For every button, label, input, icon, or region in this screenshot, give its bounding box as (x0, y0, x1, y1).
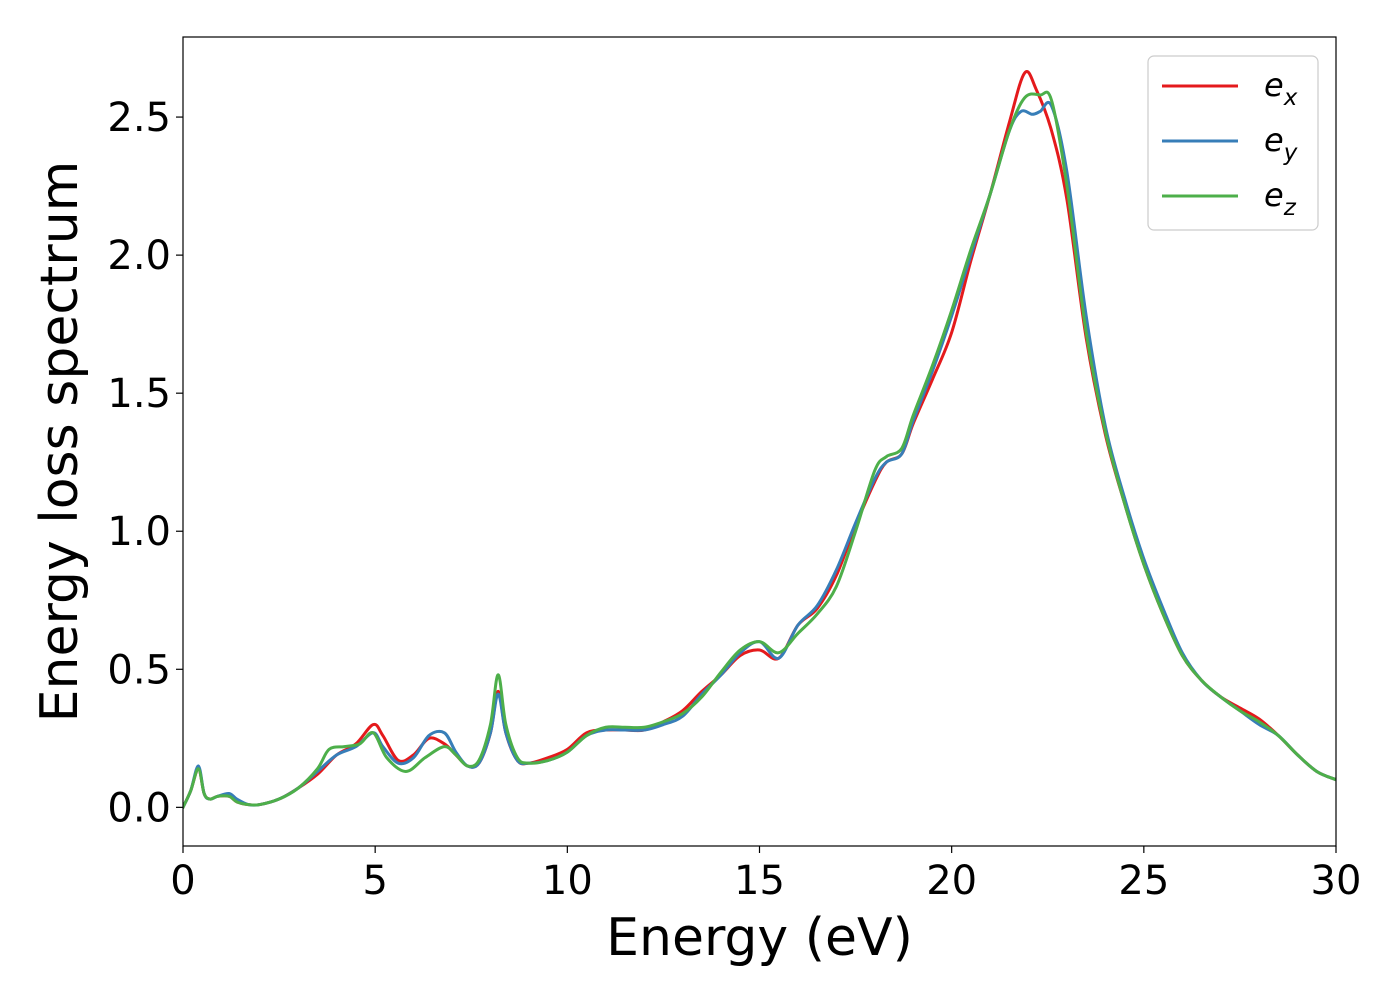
legend: ex ey ez (1147, 55, 1319, 231)
y-tick-label: 2.5 (107, 95, 171, 141)
legend-label-z: ez (1264, 176, 1297, 221)
x-tick-label: 0 (170, 858, 195, 904)
series-line-z (183, 90, 1336, 809)
x-tick-label: 30 (1311, 858, 1362, 904)
y-tick-label: 1.0 (107, 509, 171, 555)
legend-box (1147, 55, 1319, 231)
series-layer (183, 70, 1336, 809)
legend-label-y: ey (1264, 121, 1298, 166)
y-axis-title: Energy loss spectrum (30, 161, 90, 723)
x-tick-label: 5 (362, 858, 387, 904)
x-axis-title: Energy (eV) (606, 908, 913, 968)
y-tick-label: 0.5 (107, 647, 171, 693)
x-tick-label: 15 (734, 858, 785, 904)
x-tick-label: 25 (1118, 858, 1169, 904)
x-tick-label: 10 (542, 858, 593, 904)
ticks-layer: 0 5 10 15 20 25 30 0.0 0.5 1.0 1.5 2.0 2.5 (107, 95, 1361, 904)
legend-label-x: ex (1264, 66, 1298, 111)
x-tick-label: 20 (926, 858, 977, 904)
y-tick-label: 0.0 (107, 785, 171, 831)
y-tick-label: 2.0 (107, 233, 171, 279)
y-tick-label: 1.5 (107, 371, 171, 417)
